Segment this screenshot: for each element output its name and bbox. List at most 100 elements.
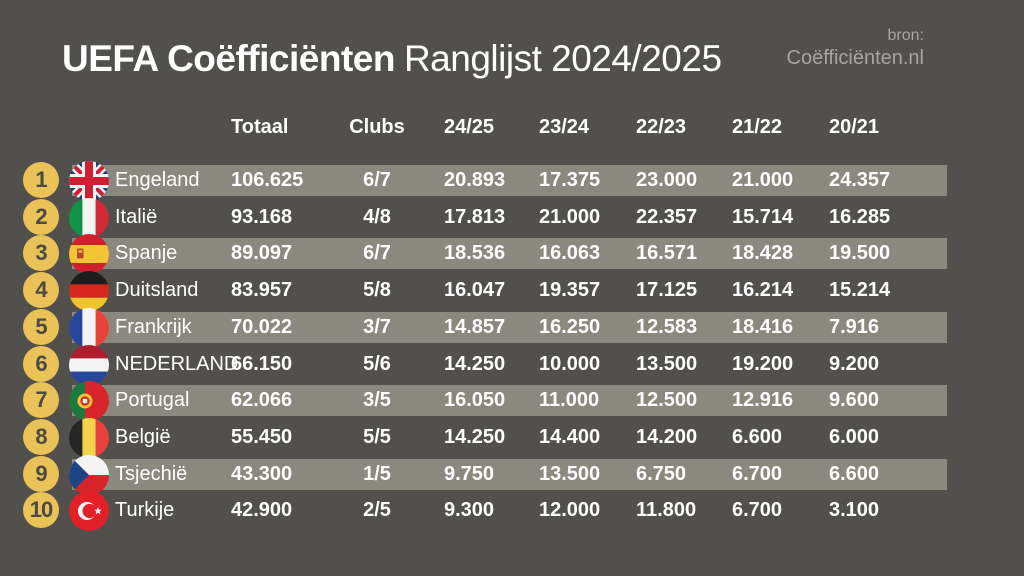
page-title-regular: Ranglijst 2024/2025 [403, 38, 722, 79]
table-row: 2 Italië 93.168 4/8 17.813 21.000 22.357 15.714… [0, 197, 1024, 238]
season-23-24-value: 16.063 [539, 242, 601, 265]
flag-be-icon [69, 417, 109, 458]
totaal-value: 70.022 [231, 315, 293, 338]
season-23-24-value: 10.000 [539, 352, 601, 375]
season-21-22-value: 16.214 [732, 279, 794, 302]
totaal-value: 93.168 [231, 205, 293, 228]
country-name: Tsjechië [115, 462, 188, 485]
column-header-21-22: 21/22 [732, 116, 783, 138]
column-header-22-23: 22/23 [636, 116, 687, 138]
season-23-24-value: 14.400 [539, 425, 601, 448]
rank-badge: 10 [23, 492, 59, 529]
country-name: Portugal [115, 389, 190, 412]
flag-de-icon [69, 271, 109, 312]
column-header-totaal: Totaal [231, 116, 289, 138]
flag-gb-icon [69, 161, 109, 201]
country-name: Spanje [115, 242, 178, 265]
season-21-22-value: 6.600 [732, 425, 783, 448]
table-row: 6 NEDERLAND 66.150 5/6 14.250 10.000 13.500 19.… [0, 344, 1024, 385]
totaal-value: 66.150 [231, 352, 293, 375]
season-20-21-value: 6.600 [829, 462, 880, 485]
season-24-25-value: 17.813 [444, 205, 506, 228]
season-24-25-value: 14.857 [444, 315, 506, 338]
season-22-23-value: 13.500 [636, 352, 698, 375]
season-22-23-value: 11.800 [636, 499, 697, 522]
season-21-22-value: 15.714 [732, 205, 794, 228]
season-22-23-value: 22.357 [636, 205, 698, 228]
season-21-22-value: 6.700 [732, 499, 783, 522]
season-23-24-value: 11.000 [539, 389, 600, 412]
column-header-clubs: Clubs [349, 116, 405, 138]
season-24-25-value: 14.250 [444, 425, 506, 448]
country-name: Turkije [115, 499, 175, 522]
totaal-value: 42.900 [231, 499, 293, 522]
season-20-21-value: 15.214 [829, 279, 891, 302]
page-title-bold: UEFA Coëfficiënten [62, 38, 395, 79]
column-header-23-24: 23/24 [539, 116, 590, 138]
table-row: 10 Turkije 42.900 2/5 9.300 12.000 11.800 6.70… [0, 491, 1024, 532]
country-name: Duitsland [115, 279, 199, 302]
season-21-22-value: 21.000 [732, 169, 794, 191]
season-20-21-value: 19.500 [829, 242, 891, 265]
flag-tr-icon [69, 491, 109, 532]
season-24-25-value: 9.300 [444, 499, 495, 522]
clubs-value: 5/8 [363, 279, 391, 302]
season-22-23-value: 16.571 [636, 242, 698, 265]
table-row: 1 Engeland 106.625 6/7 20.893 17.375 23.000 21… [0, 161, 1024, 201]
season-24-25-value: 9.750 [444, 462, 495, 485]
season-21-22-value: 6.700 [732, 462, 783, 485]
table-row: 9 Tsjechië 43.300 1/5 9.750 13.500 6.750 6.700… [0, 454, 1024, 495]
season-23-24-value: 19.357 [539, 279, 601, 302]
totaal-value: 62.066 [231, 389, 293, 412]
source-site: Coëfficiënten.nl [786, 47, 925, 69]
season-24-25-value: 14.250 [444, 352, 506, 375]
clubs-value: 6/7 [363, 242, 391, 265]
rank-badge: 3 [23, 235, 59, 272]
flag-pt-icon [69, 381, 109, 422]
season-22-23-value: 6.750 [636, 462, 687, 485]
season-23-24-value: 12.000 [539, 499, 601, 522]
table-row: 8 België 55.450 5/5 14.250 14.400 14.200 6.600 6… [0, 417, 1024, 458]
season-22-23-value: 23.000 [636, 169, 698, 191]
source-label: bron: [887, 27, 924, 44]
rank-badge: 1 [23, 162, 59, 198]
totaal-value: 89.097 [231, 242, 293, 265]
table-row: 4 Duitsland 83.957 5/8 16.047 19.357 17.125 16.… [0, 271, 1024, 312]
source-credit: bron: Coëfficiënten.nl [787, 24, 925, 70]
flag-fr-icon [69, 307, 109, 348]
clubs-value: 6/7 [363, 169, 391, 191]
rank-badge: 9 [23, 455, 59, 492]
table-header-row: Totaal Clubs 24/25 23/24 22/23 21/22 20/… [0, 113, 1024, 142]
season-22-23-value: 17.125 [636, 279, 698, 302]
rank-badge: 4 [23, 272, 59, 309]
season-21-22-value: 12.916 [732, 389, 794, 412]
season-22-23-value: 12.500 [636, 389, 698, 412]
flag-nl-icon [69, 344, 109, 385]
clubs-value: 3/7 [363, 315, 391, 338]
country-name: Frankrijk [115, 315, 192, 338]
totaal-value: 83.957 [231, 279, 293, 302]
season-20-21-value: 9.600 [829, 389, 880, 412]
totaal-value: 106.625 [231, 169, 304, 191]
totaal-value: 43.300 [231, 462, 293, 485]
season-22-23-value: 12.583 [636, 315, 698, 338]
column-header-20-21: 20/21 [829, 116, 880, 138]
clubs-value: 5/6 [363, 352, 391, 375]
rank-badge: 8 [23, 418, 59, 455]
flag-cz-icon [69, 454, 109, 495]
flag-es-icon [69, 234, 109, 275]
column-header-24-25: 24/25 [444, 116, 495, 138]
page-title: UEFA Coëfficiënten Ranglijst 2024/2025 [62, 38, 722, 80]
season-20-21-value: 3.100 [829, 499, 880, 522]
rank-badge: 7 [23, 382, 59, 419]
rank-badge: 5 [23, 308, 59, 345]
season-24-25-value: 20.893 [444, 169, 506, 191]
season-20-21-value: 24.357 [829, 169, 891, 191]
season-21-22-value: 18.416 [732, 315, 794, 338]
season-23-24-value: 21.000 [539, 205, 601, 228]
clubs-value: 1/5 [363, 462, 391, 485]
flag-it-icon [69, 197, 109, 238]
totaal-value: 55.450 [231, 425, 293, 448]
season-20-21-value: 6.000 [829, 425, 880, 448]
